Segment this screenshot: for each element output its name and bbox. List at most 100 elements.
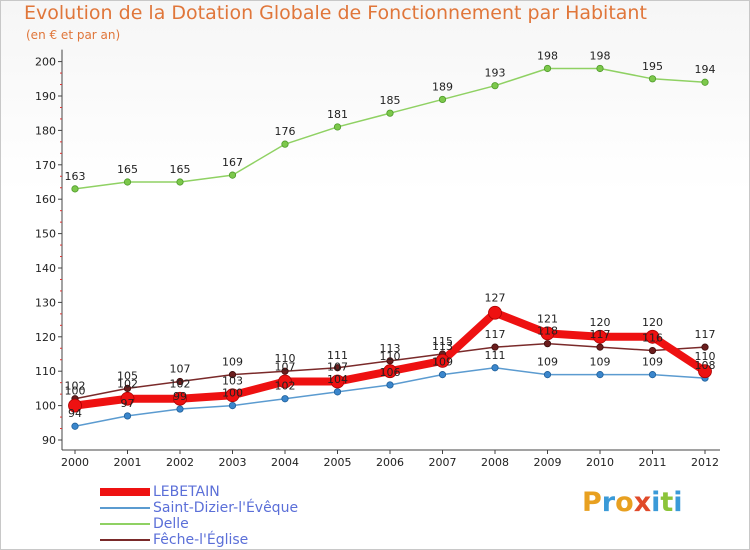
data-label-lebetain: 120 <box>642 316 663 329</box>
data-point-lebetain <box>435 353 450 368</box>
data-point-lebetain <box>68 398 82 413</box>
data-label-f-che-l-glise: 115 <box>432 335 453 348</box>
data-point-delle <box>386 109 394 117</box>
y-tick-label: 120 <box>35 331 56 344</box>
data-label-lebetain: 102 <box>170 378 191 391</box>
chart-data-points <box>68 64 712 430</box>
data-point-delle <box>281 140 289 148</box>
x-tick-label: 2009 <box>534 456 562 469</box>
chart-subtitle: (en € et par an) <box>26 28 121 42</box>
data-point-f-che-l-glise <box>648 346 657 355</box>
data-label-saint-dizier-l-v-que: 108 <box>695 359 716 372</box>
legend-swatch <box>100 507 150 509</box>
x-tick-label: 2000 <box>61 456 89 469</box>
y-tick-label: 200 <box>35 56 56 69</box>
legend-label: Saint-Dizier-l'Évêque <box>153 500 299 516</box>
data-point-lebetain <box>278 374 292 389</box>
data-point-delle <box>71 185 79 193</box>
data-label-lebetain: 127 <box>485 292 506 305</box>
data-point-lebetain <box>383 364 397 379</box>
x-tick-label: 2011 <box>639 456 667 469</box>
data-label-lebetain: 110 <box>695 350 716 363</box>
data-point-f-che-l-glise <box>228 371 237 379</box>
data-point-lebetain <box>540 326 555 341</box>
data-point-lebetain <box>488 305 502 320</box>
logo-letter: o <box>615 487 634 518</box>
data-point-f-che-l-glise <box>491 343 499 351</box>
data-label-f-che-l-glise: 111 <box>327 349 348 362</box>
data-point-f-che-l-glise <box>543 340 552 348</box>
data-point-f-che-l-glise <box>333 364 342 372</box>
data-point-saint-dizier-l-v-que <box>281 395 289 403</box>
x-tick-label: 2012 <box>691 456 719 469</box>
data-label-f-che-l-glise: 117 <box>485 328 506 341</box>
data-point-delle <box>491 82 499 90</box>
data-point-lebetain <box>698 364 712 379</box>
data-label-delle: 167 <box>222 156 243 169</box>
data-point-lebetain <box>225 388 240 403</box>
x-tick-label: 2003 <box>219 456 247 469</box>
data-point-delle <box>333 123 342 131</box>
data-point-saint-dizier-l-v-que <box>333 388 342 396</box>
legend-label: Fêche-l'Église <box>153 532 249 548</box>
data-point-lebetain <box>593 329 607 344</box>
data-label-delle: 165 <box>117 163 138 176</box>
logo-letter: i <box>673 487 683 518</box>
data-label-f-che-l-glise: 116 <box>642 332 663 345</box>
legend-swatch <box>100 539 150 541</box>
chart-axes: 90 100 110 120 130 140 150 160 170 180 190 200 2000 2… <box>35 49 720 469</box>
data-label-lebetain: 110 <box>380 350 401 363</box>
x-tick-label: 2010 <box>586 456 614 469</box>
data-label-saint-dizier-l-v-que: 109 <box>537 356 558 369</box>
data-label-saint-dizier-l-v-que: 106 <box>380 366 401 379</box>
data-label-delle: 176 <box>275 125 296 138</box>
data-label-delle: 194 <box>695 63 716 76</box>
data-point-saint-dizier-l-v-que <box>71 422 79 430</box>
data-label-delle: 193 <box>485 67 506 80</box>
data-label-lebetain: 120 <box>590 316 611 329</box>
data-point-delle <box>228 171 237 179</box>
data-point-delle <box>701 78 709 86</box>
data-label-saint-dizier-l-v-que: 104 <box>327 373 348 386</box>
data-label-delle: 163 <box>65 170 86 183</box>
data-label-saint-dizier-l-v-que: 109 <box>642 356 663 369</box>
y-tick-label: 110 <box>35 365 56 378</box>
y-tick-label: 180 <box>35 124 56 137</box>
y-tick-label: 160 <box>35 193 56 206</box>
data-point-saint-dizier-l-v-que <box>596 371 604 379</box>
y-tick-label: 140 <box>35 262 56 275</box>
x-tick-label: 2007 <box>429 456 457 469</box>
proxiti-logo: Proxiti <box>582 487 683 518</box>
data-point-lebetain <box>120 391 135 406</box>
x-tick-label: 2008 <box>481 456 509 469</box>
data-label-delle: 189 <box>432 80 453 93</box>
data-point-saint-dizier-l-v-que <box>228 401 237 410</box>
logo-letter: x <box>633 487 652 518</box>
data-label-saint-dizier-l-v-que: 102 <box>275 380 296 393</box>
data-label-saint-dizier-l-v-que: 97 <box>121 397 135 410</box>
data-label-lebetain: 121 <box>537 312 558 325</box>
y-tick-label: 190 <box>35 90 56 103</box>
data-label-f-che-l-glise: 118 <box>537 325 558 338</box>
data-point-saint-dizier-l-v-que <box>176 405 184 413</box>
logo-letter: r <box>601 487 616 518</box>
chart-data-labels: 163 165 165 167 176 181 185 189 193 198 198 195 194 1… <box>65 49 716 420</box>
data-label-f-che-l-glise: 105 <box>117 369 138 382</box>
data-label-lebetain: 107 <box>275 361 296 374</box>
data-point-lebetain <box>330 374 345 389</box>
data-point-f-che-l-glise <box>123 384 132 392</box>
line-chart: 90 100 110 120 130 140 150 160 170 180 190 200 2000 2… <box>35 49 720 469</box>
data-label-delle: 198 <box>537 49 558 62</box>
y-tick-label: 130 <box>35 296 56 309</box>
data-point-saint-dizier-l-v-que <box>386 381 394 389</box>
data-label-saint-dizier-l-v-que: 100 <box>222 387 243 400</box>
y-tick-label: 90 <box>42 434 56 447</box>
data-point-saint-dizier-l-v-que <box>491 364 499 372</box>
data-label-lebetain: 103 <box>222 374 243 387</box>
x-tick-label: 2002 <box>166 456 194 469</box>
x-tick-label: 2006 <box>376 456 404 469</box>
data-label-delle: 181 <box>327 108 348 121</box>
data-label-saint-dizier-l-v-que: 94 <box>68 407 82 420</box>
data-point-delle <box>438 95 447 104</box>
